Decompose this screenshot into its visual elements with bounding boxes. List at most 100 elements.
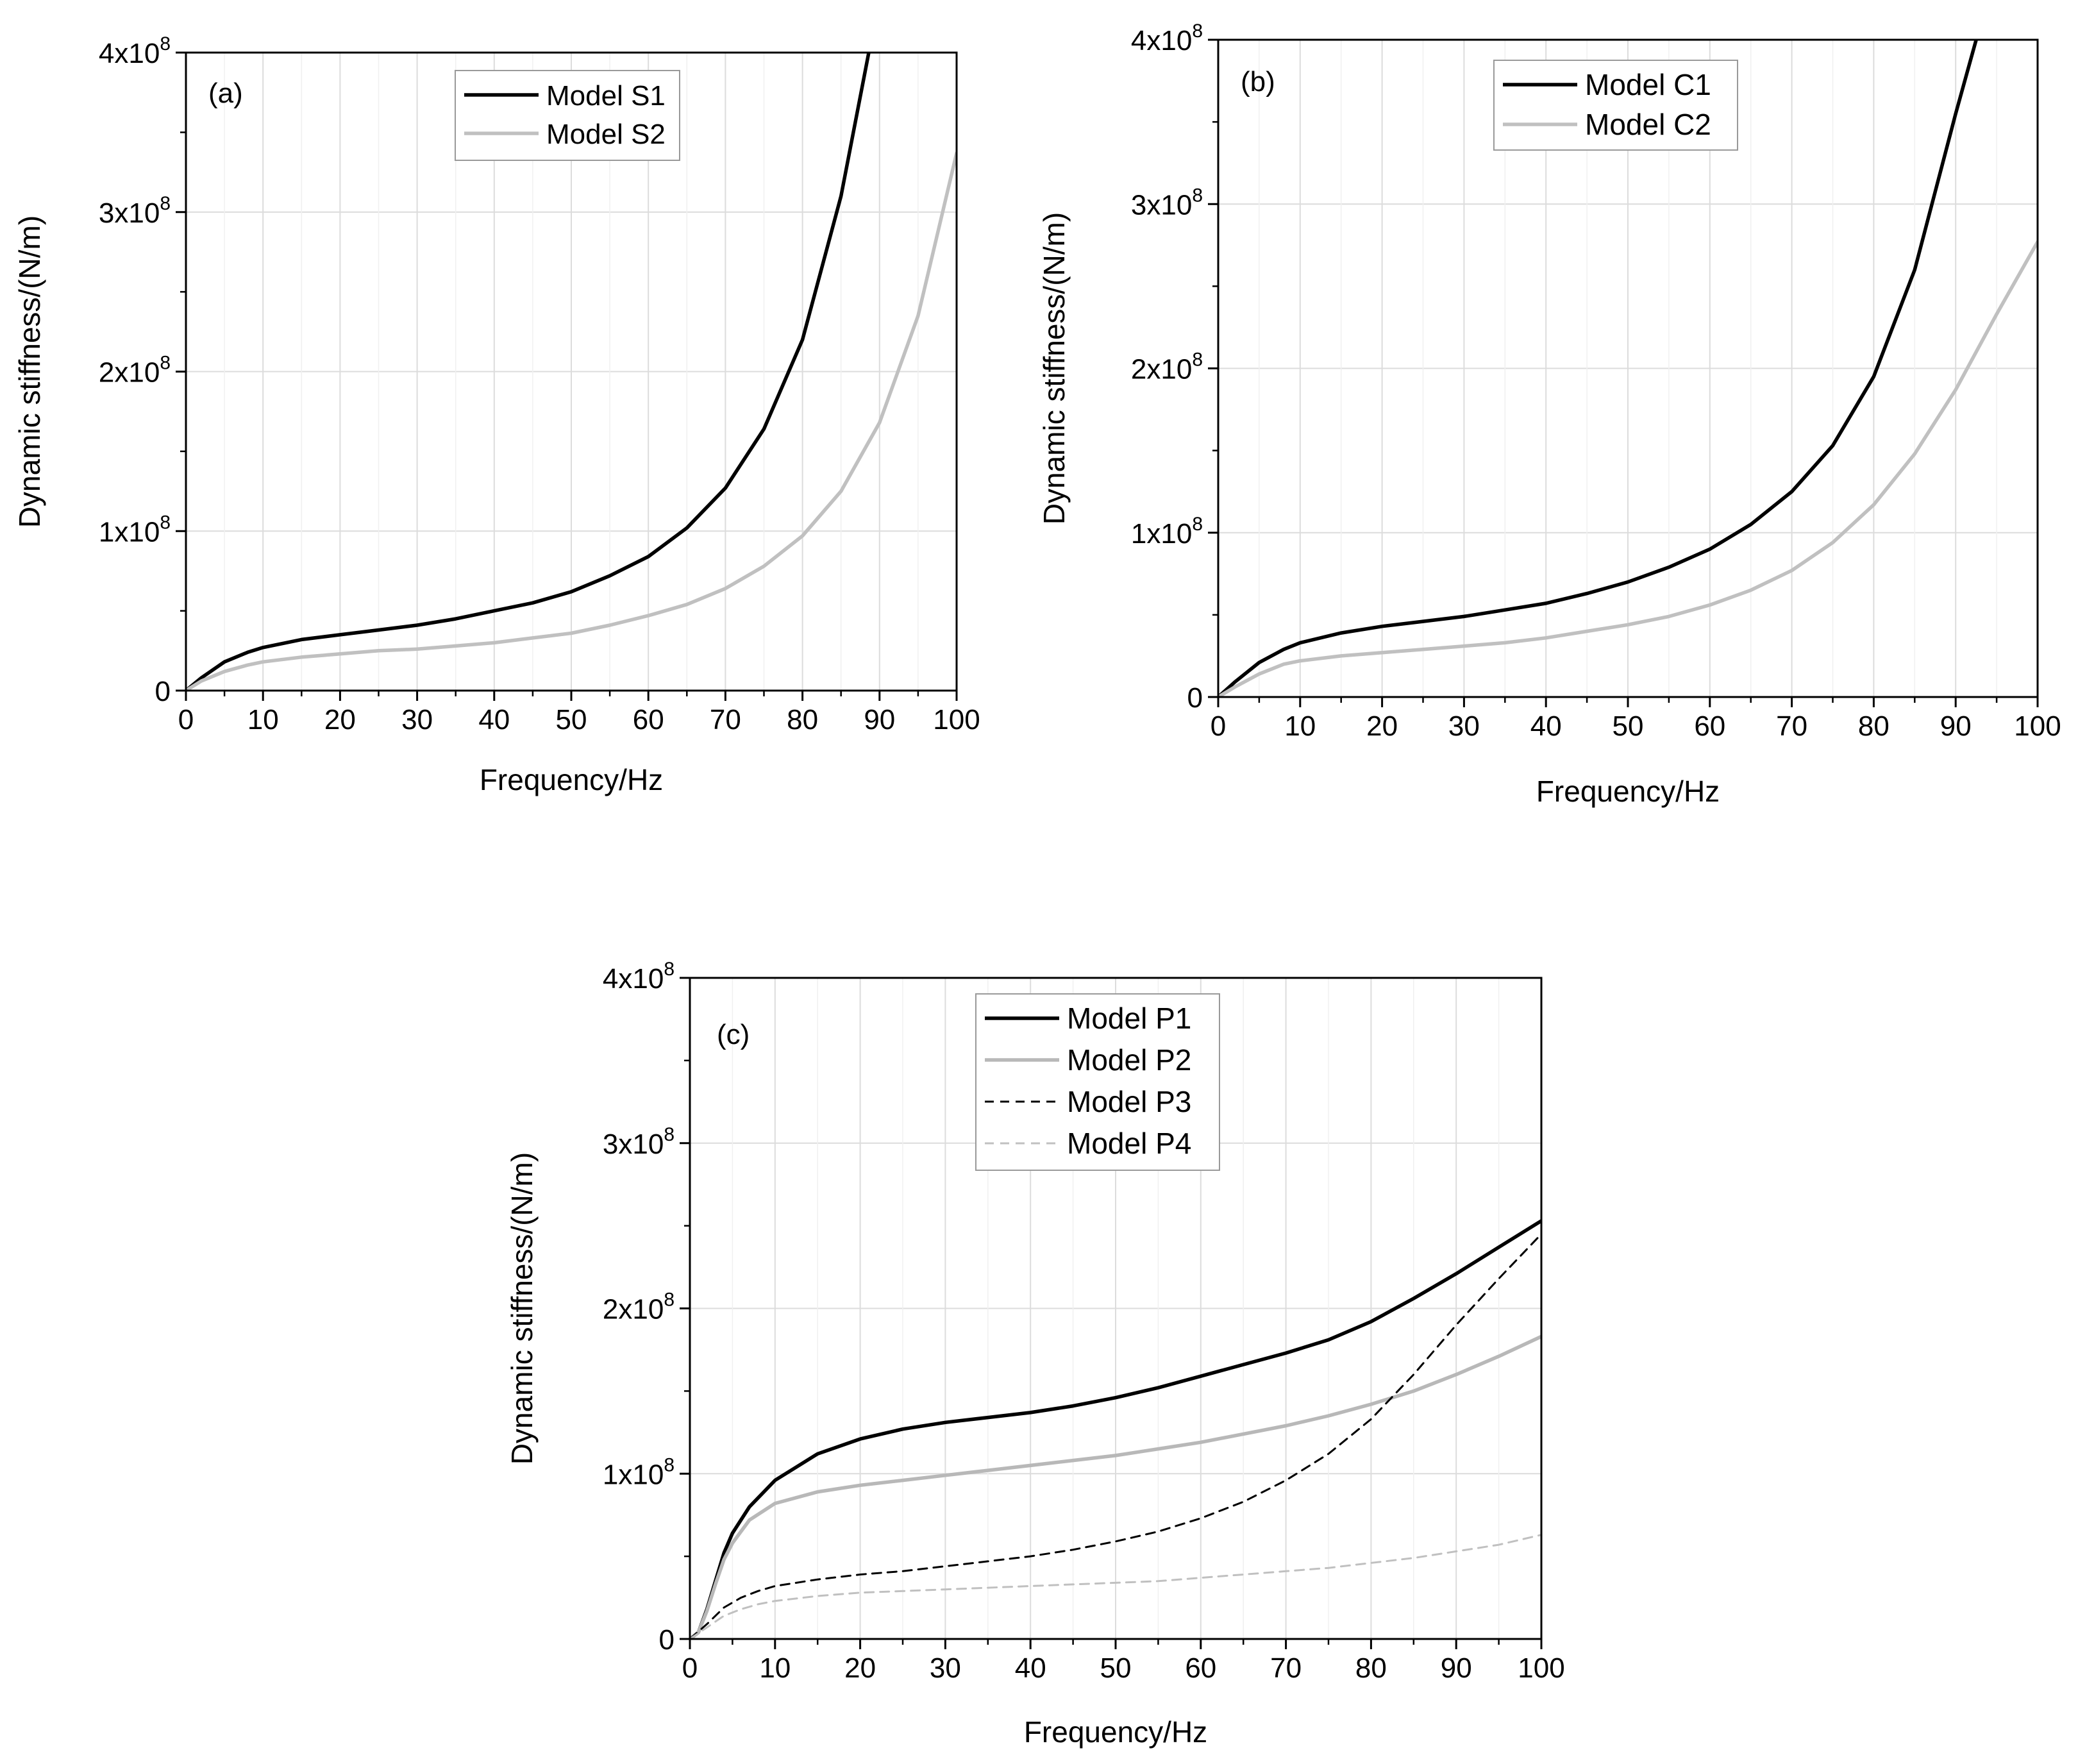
y-tick-label: 2x108 <box>1131 349 1203 385</box>
x-tick-label: 70 <box>710 704 741 735</box>
x-tick-label: 30 <box>1448 710 1480 742</box>
series-line-model-p1 <box>690 1219 1541 1639</box>
x-tick-label: 30 <box>401 704 433 735</box>
y-tick-label: 2x108 <box>603 1289 675 1325</box>
x-tick-label: 70 <box>1270 1652 1302 1684</box>
legend: Model S1 Model S2 <box>455 70 680 161</box>
x-tick-label: 100 <box>2014 710 2061 742</box>
y-tick-base: 2x10 <box>1131 354 1192 385</box>
y-tick-label: 0 <box>155 676 171 707</box>
x-tick-label: 30 <box>930 1652 961 1684</box>
y-tick-base: 0 <box>155 676 171 707</box>
y-tick-base: 3x10 <box>99 197 160 229</box>
legend-label: Model S2 <box>546 119 666 150</box>
panel-b: 0 10 20 30 40 50 60 70 80 90 10001x1082x1083x1084x… <box>1037 21 2061 808</box>
y-tick-exponent: 8 <box>160 193 171 214</box>
x-tick-label: 10 <box>247 704 279 735</box>
series-line-model-c1 <box>1218 40 1978 697</box>
series-line-model-p4 <box>690 1534 1541 1639</box>
y-tick-base: 4x10 <box>99 38 160 69</box>
y-tick-label: 0 <box>659 1624 675 1656</box>
y-tick-base: 1x10 <box>99 516 160 548</box>
x-tick-label: 50 <box>1100 1652 1132 1684</box>
y-tick-exponent: 8 <box>160 33 171 55</box>
x-tick-label: 80 <box>1858 710 1889 742</box>
x-tick-label: 0 <box>178 704 194 735</box>
y-tick-exponent: 8 <box>664 1289 675 1311</box>
x-tick-label: 20 <box>324 704 356 735</box>
legend-label: Model P3 <box>1067 1085 1191 1118</box>
y-tick-base: 0 <box>659 1624 675 1656</box>
x-tick-label: 70 <box>1776 710 1807 742</box>
y-axis-label: Dynamic stiffness/(N/m) <box>1037 212 1071 525</box>
y-tick-label: 1x108 <box>603 1454 675 1490</box>
y-tick-base: 1x10 <box>603 1459 664 1490</box>
series-line-model-c2 <box>1218 240 2038 697</box>
y-tick-label: 3x108 <box>99 193 171 229</box>
y-tick-base: 1x10 <box>1131 518 1192 550</box>
y-tick-base: 3x10 <box>603 1129 664 1160</box>
legend-box <box>1493 60 1738 151</box>
panel-label: (c) <box>717 1019 750 1050</box>
y-tick-base: 2x10 <box>603 1294 664 1325</box>
y-tick-label: 4x108 <box>1131 21 1203 56</box>
x-tick-label: 60 <box>1185 1652 1216 1684</box>
x-tick-label: 100 <box>933 704 980 735</box>
y-tick-label: 4x108 <box>603 959 675 995</box>
x-tick-label: 50 <box>1613 710 1644 742</box>
y-tick-exponent: 8 <box>1192 349 1203 371</box>
y-tick-label: 4x108 <box>99 33 171 69</box>
y-tick-base: 0 <box>1187 682 1203 714</box>
y-tick-exponent: 8 <box>664 959 675 980</box>
legend: Model C1 Model C2 <box>1493 60 1738 151</box>
panel-label: (a) <box>208 78 243 109</box>
y-tick-base: 4x10 <box>603 963 664 995</box>
x-tick-label: 10 <box>759 1652 791 1684</box>
x-tick-label: 60 <box>633 704 664 735</box>
panel-label: (b) <box>1241 66 1275 97</box>
y-tick-label: 0 <box>1187 682 1203 714</box>
legend: Model P1 Model P2 Model P3 Model P4 <box>975 993 1220 1171</box>
y-tick-base: 2x10 <box>99 357 160 389</box>
x-tick-label: 60 <box>1694 710 1725 742</box>
x-tick-label: 90 <box>864 704 895 735</box>
y-axis-label: Dynamic stiffness/(N/m) <box>505 1152 539 1465</box>
x-tick-label: 50 <box>556 704 587 735</box>
legend-label: Model C2 <box>1585 108 1711 141</box>
legend-label: Model C1 <box>1585 68 1711 101</box>
y-tick-label: 1x108 <box>1131 514 1203 550</box>
y-tick-exponent: 8 <box>1192 21 1203 42</box>
series-line-model-p2 <box>690 1334 1541 1639</box>
x-tick-label: 40 <box>1530 710 1562 742</box>
panel-c: 0 10 20 30 40 50 60 70 80 90 10001x1082x1083x1084x… <box>505 959 1565 1749</box>
x-axis-label: Frequency/Hz <box>1536 775 1720 808</box>
x-tick-label: 40 <box>1015 1652 1046 1684</box>
y-tick-exponent: 8 <box>1192 185 1203 206</box>
x-axis-label: Frequency/Hz <box>1024 1715 1207 1749</box>
x-tick-label: 80 <box>1355 1652 1387 1684</box>
y-tick-base: 4x10 <box>1131 25 1192 56</box>
x-tick-label: 90 <box>1940 710 1972 742</box>
y-tick-exponent: 8 <box>664 1454 675 1475</box>
legend-label: Model P1 <box>1067 1002 1191 1035</box>
y-tick-label: 3x108 <box>603 1124 675 1160</box>
legend-box <box>455 70 680 161</box>
y-tick-base: 3x10 <box>1131 189 1192 221</box>
x-tick-label: 10 <box>1284 710 1316 742</box>
y-tick-exponent: 8 <box>1192 514 1203 535</box>
x-axis-label: Frequency/Hz <box>480 763 663 796</box>
y-tick-label: 3x108 <box>1131 185 1203 221</box>
x-tick-label: 40 <box>478 704 510 735</box>
y-tick-exponent: 8 <box>160 353 171 374</box>
y-axis-label: Dynamic stiffness/(N/m) <box>13 215 46 528</box>
legend-box <box>975 993 1220 1171</box>
y-tick-label: 1x108 <box>99 512 171 548</box>
series-line-model-p3 <box>690 1233 1541 1639</box>
x-tick-label: 90 <box>1441 1652 1472 1684</box>
series-group <box>690 1219 1541 1639</box>
series-line-model-s1 <box>186 53 871 691</box>
x-tick-label: 20 <box>1366 710 1398 742</box>
x-tick-label: 0 <box>682 1652 698 1684</box>
series-line-model-s2 <box>186 151 957 691</box>
